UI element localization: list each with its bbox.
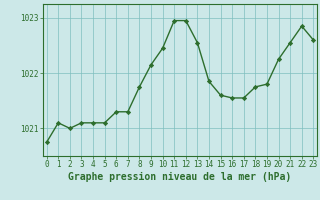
X-axis label: Graphe pression niveau de la mer (hPa): Graphe pression niveau de la mer (hPa) [68, 172, 292, 182]
